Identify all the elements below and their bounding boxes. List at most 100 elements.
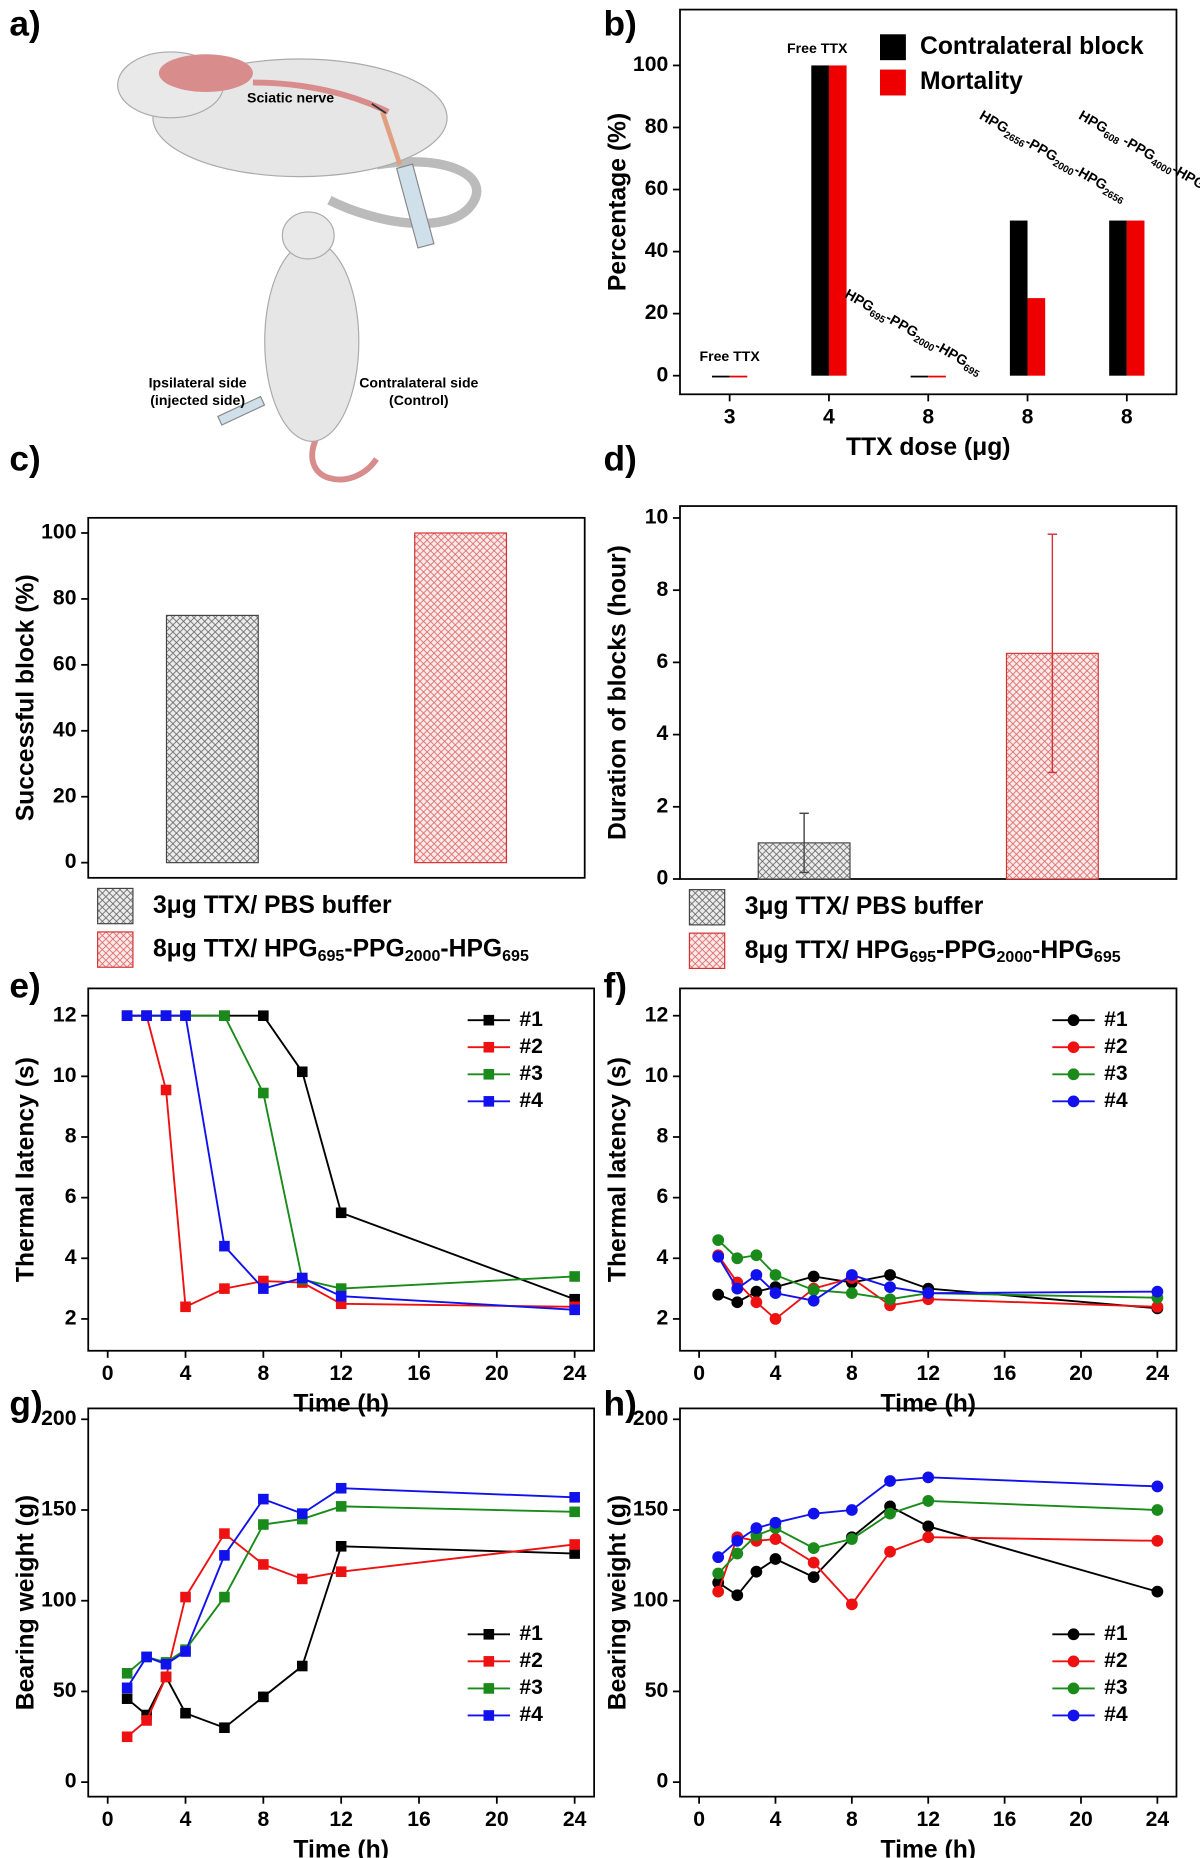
rat2-head	[281, 211, 335, 260]
x-tick-label: 4	[180, 1362, 192, 1385]
marker	[750, 1522, 763, 1535]
series-line	[126, 1487, 575, 1689]
marker	[922, 1495, 935, 1507]
annotation: HPG608 -PPG4000-HPG608	[1075, 107, 1200, 204]
marker	[335, 1283, 347, 1294]
rat2-body	[264, 240, 360, 442]
marker	[569, 1304, 580, 1316]
legend-swatch	[97, 887, 134, 925]
legend-label: #4	[519, 1089, 543, 1112]
annotation: HPG695-PPG2000-HPG695	[841, 285, 986, 380]
bar	[928, 375, 946, 378]
label: (Control)	[389, 392, 449, 408]
y-tick-label: 0	[656, 363, 668, 386]
marker	[731, 1252, 744, 1265]
marker	[884, 1281, 896, 1293]
text-part: 608	[1198, 185, 1200, 203]
marker	[769, 1287, 782, 1300]
annotation: Free TTX	[787, 40, 848, 56]
legend-label: #1	[1104, 1008, 1128, 1031]
marker	[1151, 1585, 1164, 1598]
marker	[160, 1084, 172, 1096]
series-line	[717, 1536, 1158, 1606]
legend-marker	[1067, 1041, 1080, 1054]
y-tick-label: 6	[656, 650, 668, 673]
syringe	[217, 395, 266, 426]
marker	[731, 1547, 744, 1560]
y-tick-label: 150	[41, 1498, 76, 1521]
marker	[884, 1545, 896, 1558]
y-tick-label: 40	[53, 718, 77, 741]
text-part: 695	[502, 947, 529, 965]
x-tick-label: 0	[102, 1362, 114, 1385]
bar	[712, 375, 730, 378]
x-axis-label: Time (h)	[293, 1390, 389, 1417]
label: Sciatic nerve	[247, 90, 334, 106]
marker	[219, 1010, 230, 1021]
marker	[569, 1506, 580, 1518]
marker	[141, 1010, 152, 1021]
series-line	[717, 1254, 1158, 1321]
legend-swatch	[880, 69, 906, 96]
x-axis-label: TTX dose (μg)	[846, 434, 1011, 461]
bar	[165, 614, 259, 864]
marker	[219, 1528, 230, 1539]
marker	[1151, 1480, 1164, 1493]
syringe	[395, 163, 435, 249]
legend-label: #3	[1104, 1676, 1128, 1699]
marker	[845, 1287, 858, 1300]
y-tick-label: 10	[645, 506, 669, 529]
bar	[414, 532, 508, 864]
series-line	[127, 1014, 575, 1309]
x-tick-label: 24	[563, 1808, 587, 1831]
marker	[160, 1671, 172, 1683]
marker	[807, 1270, 820, 1283]
text-part: -HPG	[1170, 161, 1200, 193]
y-tick-label: 100	[633, 1588, 668, 1611]
marker	[121, 1682, 133, 1694]
marker	[884, 1293, 896, 1306]
legend-swatch	[688, 932, 726, 969]
plot-frame	[679, 505, 1178, 880]
legend-label: 3μg TTX/ PBS buffer	[153, 892, 392, 919]
x-tick-label: 20	[485, 1362, 509, 1385]
marker	[922, 1287, 935, 1300]
legend-marker	[483, 1629, 495, 1640]
marker	[731, 1534, 744, 1547]
series-line	[127, 1014, 575, 1290]
panel-label: c)	[9, 440, 40, 479]
y-tick-label: 60	[53, 652, 77, 675]
plot-frame	[87, 516, 586, 879]
marker	[884, 1507, 896, 1520]
marker	[750, 1296, 763, 1309]
x-tick-label: 8	[846, 1808, 858, 1831]
marker	[335, 1298, 347, 1310]
legend-label: #3	[519, 1676, 543, 1699]
legend-marker	[1067, 1655, 1080, 1668]
y-tick-label: 100	[41, 521, 76, 544]
marker	[180, 1646, 191, 1657]
rat2-tail	[309, 434, 379, 483]
marker	[160, 1658, 172, 1670]
y-tick-label: 40	[645, 239, 669, 262]
bar	[1109, 220, 1127, 376]
x-tick-label: 16	[407, 1362, 431, 1385]
marker	[160, 1010, 172, 1021]
bar	[910, 375, 929, 378]
nerve	[380, 111, 403, 166]
legend-marker	[1067, 1014, 1080, 1027]
marker	[731, 1296, 744, 1309]
marker	[296, 1573, 308, 1585]
label: Contralateral side	[359, 374, 478, 390]
marker	[845, 1598, 858, 1611]
panel-label: g)	[9, 1384, 42, 1423]
y-tick-label: 2	[656, 794, 668, 817]
marker	[180, 1301, 191, 1313]
marker	[712, 1288, 725, 1301]
y-axis-label: Thermal latency (s)	[13, 1057, 40, 1282]
legend-label: #1	[519, 1622, 543, 1645]
panel-label: f)	[604, 967, 627, 1006]
marker	[180, 1010, 191, 1021]
rat-brain	[158, 54, 253, 92]
y-tick-label: 60	[645, 177, 669, 200]
